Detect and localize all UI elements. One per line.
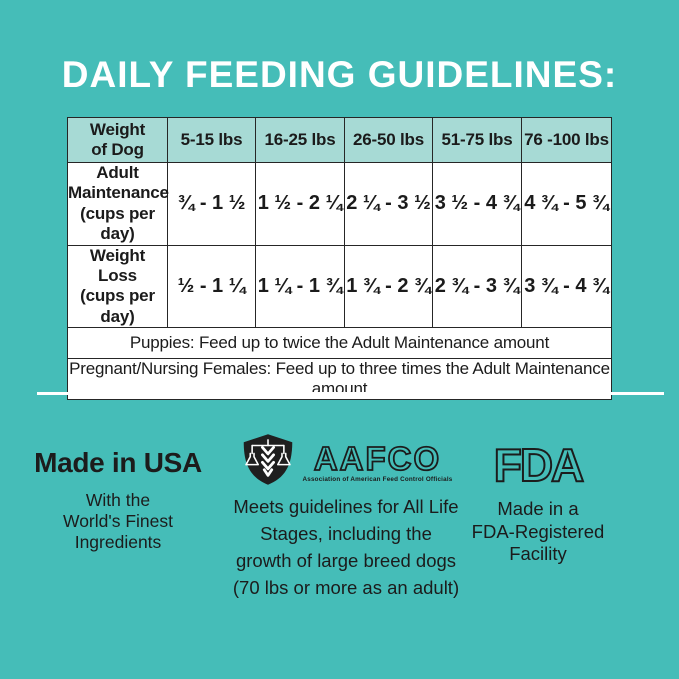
cell-value: ½ - 1 ¼ — [167, 244, 256, 329]
cell-value: 1 ¼ - 1 ¾ — [255, 244, 345, 329]
cell-value: 2 ¾ - 3 ¾ — [432, 244, 522, 329]
aafco-logo-tagline: Association of American Feed Control Off… — [302, 475, 453, 483]
table-note-row-puppies: Puppies: Feed up to twice the Adult Main… — [67, 327, 612, 360]
table-header-row: Weight of Dog 5-15 lbs 16-25 lbs 26-50 l… — [67, 117, 612, 163]
cell-value: 4 ¾ - 5 ¾ — [521, 162, 612, 246]
cell-value: 1 ¾ - 2 ¾ — [344, 244, 433, 329]
aafco-logo-text: AAFCO — [313, 439, 442, 477]
made-in-usa-title: Made in USA — [34, 447, 202, 478]
page-title: DAILY FEEDING GUIDELINES: — [61, 54, 618, 95]
table-row-adult-maintenance: Adult Maintenance (cups per day) ¾ - 1 ½… — [67, 162, 612, 246]
cell-value: 3 ½ - 4 ¾ — [432, 162, 522, 246]
header-26-50: 26-50 lbs — [344, 117, 433, 163]
made-in-usa-block: Made in USA With the World's Finest Ingr… — [14, 447, 222, 553]
aafco-block: AAFCO Association of American Feed Contr… — [208, 434, 484, 601]
cell-value: ¾ - 1 ½ — [167, 162, 256, 246]
cell-value: 1 ½ - 2 ¼ — [255, 162, 345, 246]
aafco-logo: AAFCO Association of American Feed Contr… — [208, 434, 484, 490]
fda-statement: Made in a FDA-Registered Facility — [471, 498, 605, 564]
header-76-100: 76 -100 lbs — [521, 117, 612, 163]
row-label-weight-loss: Weight Loss (cups per day) — [67, 244, 168, 329]
fda-block: FDA Made in a FDA-Registered Facility — [438, 439, 638, 566]
row-label-adult-maintenance: Adult Maintenance (cups per day) — [67, 162, 169, 246]
header-16-25: 16-25 lbs — [255, 117, 345, 163]
note-puppies: Puppies: Feed up to twice the Adult Main… — [67, 327, 612, 360]
horizontal-divider — [37, 392, 664, 395]
table-row-weight-loss: Weight Loss (cups per day) ½ - 1 ¼ 1 ¼ -… — [67, 244, 612, 329]
cell-value: 2 ¼ - 3 ½ — [344, 162, 433, 246]
feeding-guidelines-table: Weight of Dog 5-15 lbs 16-25 lbs 26-50 l… — [67, 117, 612, 401]
aafco-wordmark: AAFCO Association of American Feed Contr… — [302, 439, 453, 483]
made-in-usa-text: With the World's Finest Ingredients — [63, 490, 173, 552]
header-5-15: 5-15 lbs — [167, 117, 256, 163]
aafco-shield-scale-icon — [240, 433, 296, 491]
header-weight-of-dog: Weight of Dog — [67, 117, 168, 163]
aafco-statement: Meets guidelines for All Life Stages, in… — [232, 496, 460, 598]
fda-logo: FDA — [493, 439, 586, 491]
cell-value: 3 ¾ - 4 ¾ — [521, 244, 612, 329]
header-51-75: 51-75 lbs — [432, 117, 522, 163]
